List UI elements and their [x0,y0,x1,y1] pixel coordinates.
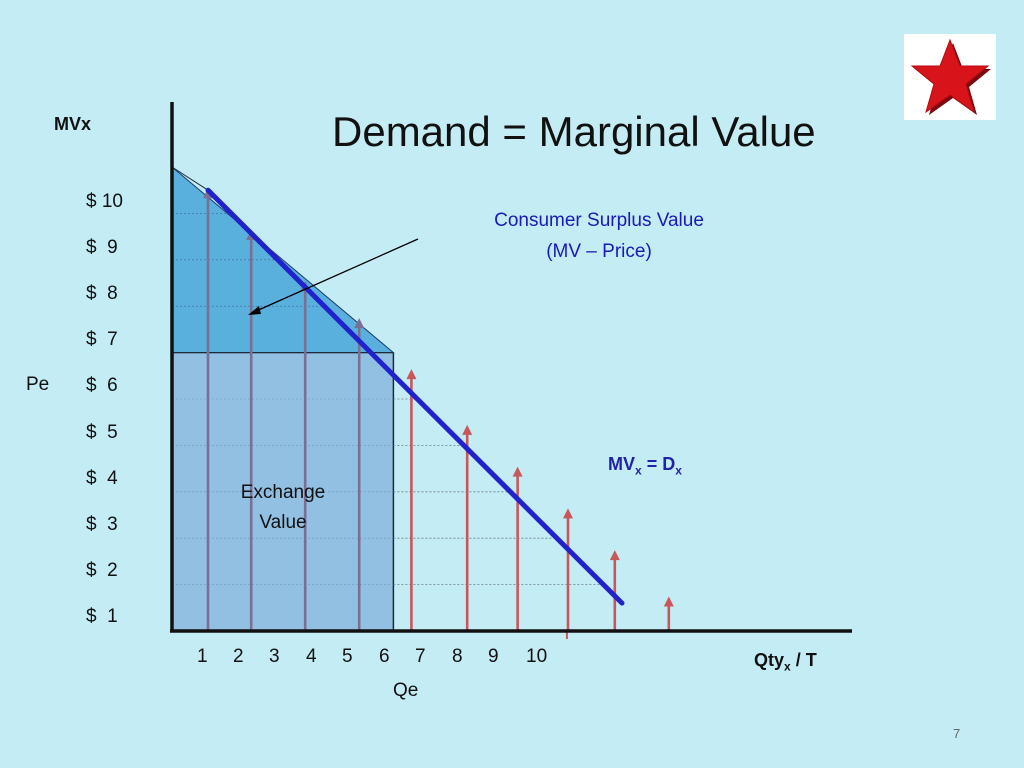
x-tick-label: 4 [306,646,317,667]
x-tick-label: 6 [379,646,390,667]
mv-arrowhead [462,424,473,435]
pe-label: Pe [26,374,50,395]
y-tick-label: $ 7 [86,329,118,351]
y-tick-label: $ 10 [86,191,123,212]
y-tick-label: $ 5 [86,421,118,443]
demand-line-label: MVx = Dx [608,454,682,478]
page-number: 7 [953,726,961,741]
x-tick-label: 5 [342,646,353,667]
pointer-arrowhead [248,306,261,315]
y-axis-title: MVx [54,114,92,134]
qe-label: Qe [393,680,419,701]
y-tick-label: $ 9 [86,237,118,259]
consumer-surplus-label: Consumer Surplus Value [494,210,704,231]
x-tick-label: 1 [197,646,208,667]
mv-arrowhead [406,369,417,380]
demand-label-sub2: x [675,463,682,478]
x-axis-title-suffix: / T [790,650,817,670]
x-tick-label: 2 [233,646,244,667]
x-tick-label: 7 [415,646,426,667]
x-axis-title: Qtyx / T [754,650,817,674]
x-tick-label: 9 [488,646,499,667]
demand-tail [171,166,209,191]
demand-label-eq: = D [641,454,676,474]
exchange-value-label: Exchange [240,482,326,503]
x-tick-label: 8 [452,646,463,667]
mv-arrowhead [663,596,674,607]
red-star-icon [910,38,991,115]
x-axis-title-main: Qty [754,650,785,670]
y-tick-label: $ 8 [86,283,118,305]
x-tick-label: 10 [526,646,548,667]
demand-label-main: MV [608,454,635,474]
slide-title: Demand = Marginal Value [332,108,816,155]
star-badge [904,34,996,120]
mv-arrowhead [563,508,573,519]
y-tick-label: $ 3 [86,513,118,535]
exchange-value-sublabel: Value [259,512,307,533]
consumer-surplus-sublabel: (MV – Price) [546,241,652,262]
x-axis-title-sub: x [784,659,791,674]
y-tick-label: $ 6 [86,375,118,397]
mv-arrowhead [512,466,523,477]
demand-line [205,187,625,606]
y-tick-label: $ 1 [86,605,118,627]
mv-arrowhead [609,550,620,561]
y-tick-label: $ 4 [86,467,118,489]
pointer-arrow [253,238,419,313]
x-tick-label: 3 [269,646,280,667]
y-tick-label: $ 2 [86,559,118,581]
demand-label-sub: x [635,463,642,478]
mv-arrowhead [354,318,365,329]
